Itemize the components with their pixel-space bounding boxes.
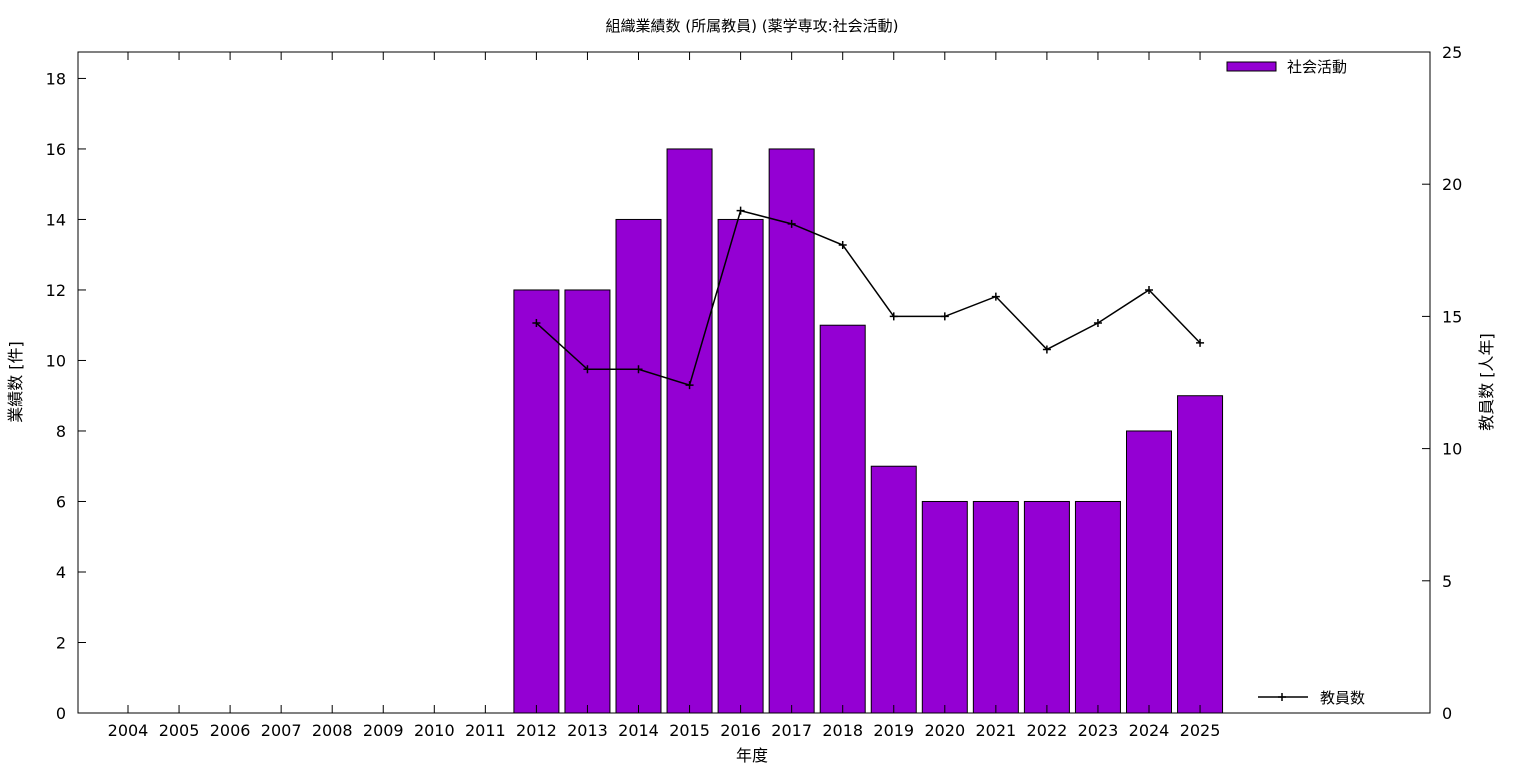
x-tick-label-2007: 2007 — [261, 721, 302, 740]
y-axis-label: 業績数 [件] — [6, 341, 25, 423]
line-series-group — [532, 206, 1205, 390]
x-tick-label-2006: 2006 — [210, 721, 251, 740]
point-2025 — [1196, 338, 1205, 347]
y2-axis-label: 教員数 [人年] — [1477, 333, 1496, 431]
legend-bars: 社会活動 — [1226, 58, 1347, 76]
x-axis-label: 年度 — [736, 746, 768, 765]
x-tick-label-2013: 2013 — [567, 721, 608, 740]
teacher-count-line — [535, 209, 1201, 387]
point-2024 — [1145, 285, 1153, 294]
x-tick-label-2005: 2005 — [159, 721, 200, 740]
point-2012 — [532, 319, 541, 328]
x-tick-label-2004: 2004 — [108, 721, 149, 740]
x-tick-label-2021: 2021 — [975, 721, 1016, 740]
y-tick-label-6: 6 — [56, 492, 66, 511]
point-2022 — [1042, 345, 1051, 354]
y-tick-label-12: 12 — [46, 281, 66, 300]
y-tick-label-18: 18 — [46, 69, 66, 88]
y2-tick-label-25: 25 — [1442, 43, 1462, 62]
y-tick-label-8: 8 — [56, 422, 66, 441]
y2-tick-label-0: 0 — [1442, 704, 1452, 723]
bar-2012 — [513, 289, 560, 714]
x-tick-label-2022: 2022 — [1027, 721, 1068, 740]
legend-marker-line — [1278, 693, 1286, 701]
plot-frame — [77, 51, 1431, 714]
legend-label-bars: 社会活動 — [1287, 58, 1347, 76]
point-2014 — [634, 365, 643, 374]
y2-tick-label-15: 15 — [1442, 307, 1462, 326]
y2-tick-label-5: 5 — [1442, 572, 1452, 591]
y-tick-label-0: 0 — [56, 704, 66, 723]
y-tick-label-14: 14 — [46, 210, 66, 229]
bar-2020 — [921, 500, 968, 714]
bar-2025 — [1177, 395, 1224, 714]
legend-swatch-bars — [1226, 61, 1277, 72]
point-2021 — [991, 292, 1000, 301]
bar-2021 — [972, 500, 1019, 714]
bar-2024 — [1126, 430, 1172, 714]
x-tick-label-2018: 2018 — [822, 721, 863, 740]
y-tick-label-4: 4 — [56, 563, 66, 582]
x-tick-label-2015: 2015 — [669, 721, 710, 740]
point-2016 — [736, 206, 745, 215]
y-tick-label-10: 10 — [46, 351, 66, 370]
bar-2013 — [564, 289, 611, 714]
bar-2016 — [717, 218, 764, 714]
right-axis: 0 5 10 15 20 25 — [1422, 43, 1462, 723]
point-2015 — [685, 381, 694, 390]
y2-tick-label-20: 20 — [1442, 175, 1462, 194]
bar-2017 — [768, 148, 815, 714]
left-axis: 0 2 4 6 8 10 12 14 16 18 — [46, 69, 86, 723]
x-tick-label-2023: 2023 — [1078, 721, 1119, 740]
point-2013 — [583, 365, 592, 374]
point-2020 — [940, 312, 949, 321]
bar-2022 — [1023, 500, 1070, 714]
bar-2019 — [870, 465, 917, 714]
x-tick-label-2020: 2020 — [924, 721, 965, 740]
x-tick-label-2024: 2024 — [1129, 721, 1170, 740]
y2-tick-label-10: 10 — [1442, 440, 1462, 459]
x-tick-label-2009: 2009 — [363, 721, 404, 740]
bar-2023 — [1074, 500, 1121, 714]
x-tick-label-2019: 2019 — [873, 721, 914, 740]
point-2019 — [889, 312, 898, 321]
y-tick-label-2: 2 — [56, 633, 66, 652]
legend-line: 教員数 — [1258, 689, 1365, 707]
point-2017 — [787, 219, 796, 228]
y-tick-label-16: 16 — [46, 140, 66, 159]
x-tick-label-2010: 2010 — [414, 721, 455, 740]
x-tick-label-2025: 2025 — [1180, 721, 1221, 740]
bar-2018 — [819, 324, 866, 714]
chart-title: 組織業績数 (所属教員) (薬学専攻:社会活動) — [606, 17, 899, 35]
x-tick-label-2008: 2008 — [312, 721, 353, 740]
point-2018 — [838, 241, 847, 250]
x-axis: 2004 2005 2006 2007 2008 2009 2010 2011 2012 2013… — [108, 52, 1221, 740]
x-tick-label-2017: 2017 — [771, 721, 812, 740]
bar-2015 — [666, 148, 713, 714]
bar-series-group — [513, 148, 1224, 714]
x-tick-label-2012: 2012 — [516, 721, 557, 740]
x-tick-label-2011: 2011 — [465, 721, 506, 740]
point-2023 — [1093, 319, 1102, 328]
x-tick-label-2014: 2014 — [618, 721, 659, 740]
legend-label-line: 教員数 — [1320, 689, 1365, 707]
bar-2014 — [615, 218, 662, 714]
x-tick-label-2016: 2016 — [720, 721, 761, 740]
